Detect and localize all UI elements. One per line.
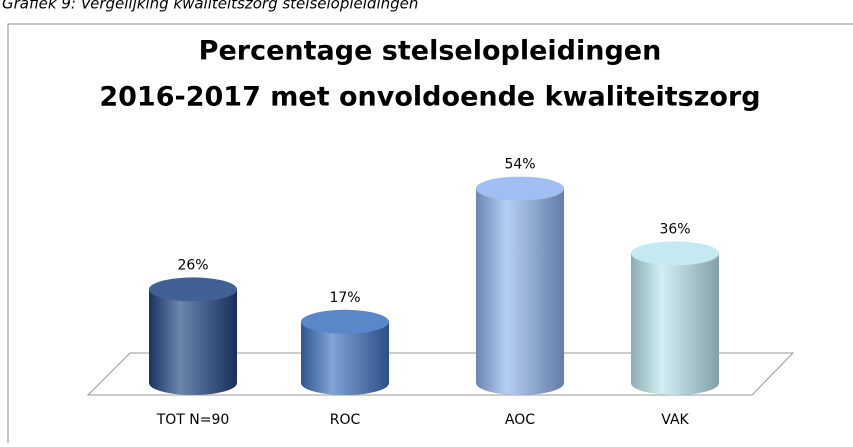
chart-border: [7, 23, 853, 447]
chart-title: 2016-2017 met onvoldoende kwaliteitszorg: [99, 82, 760, 113]
data-label: 54%: [504, 157, 535, 173]
bar: [476, 176, 564, 395]
data-label: 17%: [329, 290, 360, 306]
caption: Grafiek 9: Vergelijking kwaliteitszorg s…: [2, 0, 418, 13]
bar: [631, 241, 719, 395]
x-tick-label: AOC: [505, 412, 535, 428]
data-label: 26%: [177, 257, 208, 273]
x-tick-label: VAK: [661, 412, 689, 428]
floor: [86, 352, 795, 396]
x-tick-label: TOT N=90: [156, 412, 230, 428]
chart-title: Percentage stelselopleidingen: [199, 36, 662, 67]
bar: [149, 277, 237, 395]
bar: [301, 309, 389, 395]
x-tick-label: ROC: [330, 412, 361, 428]
data-label: 36%: [659, 221, 690, 237]
